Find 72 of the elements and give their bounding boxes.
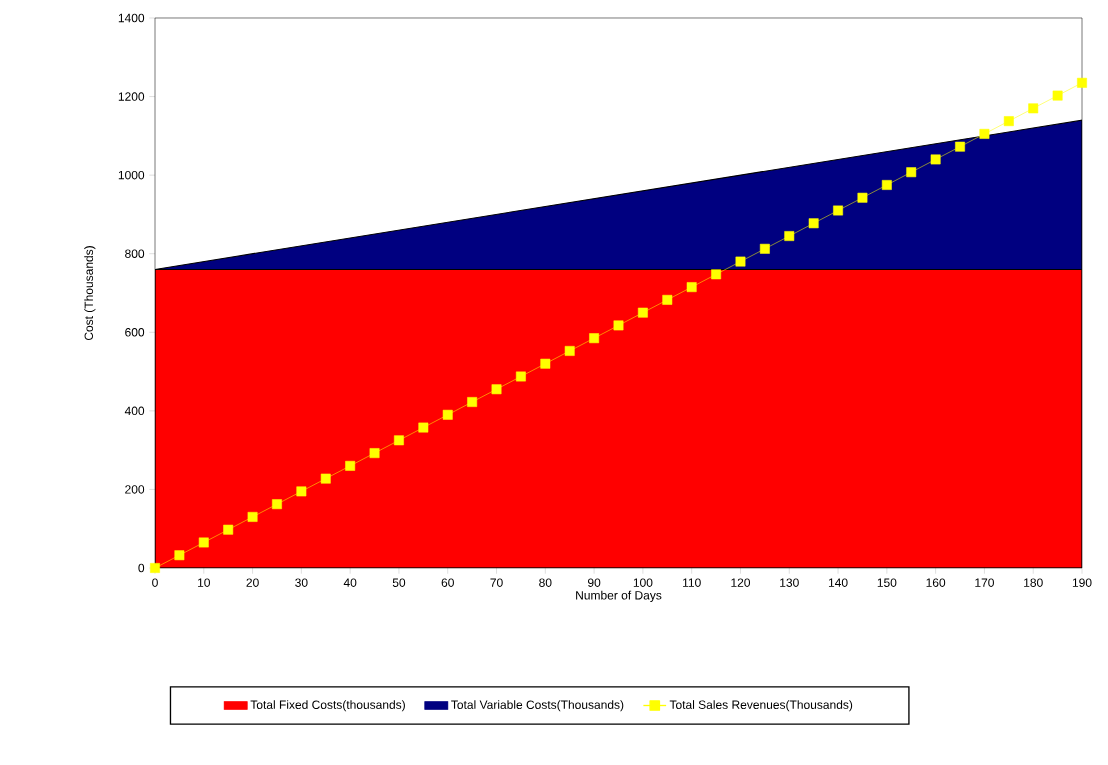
point (686, 282, 697, 293)
x-tick-label: 160 (926, 578, 946, 587)
x-tick-label: 110 (683, 578, 701, 587)
point (564, 346, 575, 356)
x-tick-label: 0 (152, 578, 158, 587)
point (1028, 103, 1039, 114)
point (735, 256, 746, 267)
point (491, 384, 502, 395)
point (369, 448, 380, 459)
x-tick-label: 190 (1072, 578, 1092, 587)
point (394, 435, 404, 446)
point (955, 141, 965, 152)
point (784, 231, 795, 241)
point (906, 167, 917, 178)
point (833, 205, 843, 216)
x-tick-label: 30 (295, 578, 308, 587)
legend-label: Total Variable Costs(Thousands) (451, 700, 624, 712)
y-tick-label: 1400 (118, 13, 145, 23)
point (637, 307, 648, 318)
x-tick-label: 60 (441, 578, 454, 587)
point (150, 563, 160, 573)
x-tick-label: 150 (877, 578, 897, 587)
point (881, 180, 892, 190)
point (345, 460, 356, 471)
point (247, 511, 258, 522)
x-tick-label: 130 (780, 578, 799, 587)
y-tick-label: 800 (125, 249, 145, 258)
x-tick-label: 170 (975, 578, 994, 587)
x-tick-label: 40 (343, 578, 357, 587)
y-tick-label: 400 (124, 406, 145, 416)
point (418, 422, 429, 433)
point (320, 473, 331, 484)
point (272, 499, 282, 510)
x-tick-label: 90 (588, 578, 601, 587)
point (979, 128, 990, 139)
point (540, 358, 551, 369)
point (589, 333, 600, 344)
point (442, 409, 453, 420)
y-tick-label: 0 (138, 563, 145, 573)
x-axis-title: Number of Days (576, 590, 662, 602)
point (613, 320, 624, 331)
point (930, 154, 941, 165)
y-tick-label: 200 (125, 485, 145, 494)
point (174, 550, 185, 561)
y-tick-label: 1200 (118, 92, 145, 101)
point (1003, 116, 1014, 127)
y-tick-label: 600 (125, 328, 145, 337)
point (515, 371, 526, 382)
point (857, 192, 868, 203)
point (296, 486, 307, 497)
x-tick-label: 80 (539, 578, 552, 587)
point (759, 243, 770, 254)
x-tick-label: 100 (633, 578, 653, 587)
x-tick-label: 20 (246, 578, 259, 587)
legend-label: Total Sales Revenues(Thousands) (669, 700, 853, 712)
x-tick-label: 70 (490, 578, 503, 587)
point (808, 218, 819, 229)
point (223, 524, 234, 535)
y-tick-label: 1000 (118, 170, 145, 180)
x-tick-label: 180 (1024, 578, 1043, 587)
point (711, 269, 722, 280)
x-tick-label: 10 (198, 578, 210, 587)
y-axis-title: Cost (Thousands) (84, 246, 96, 341)
x-tick-label: 120 (731, 578, 751, 587)
point (662, 294, 673, 305)
point (467, 397, 478, 407)
point (1077, 77, 1087, 88)
point (198, 537, 209, 548)
x-tick-label: 50 (392, 578, 406, 587)
legend-label: Total Fixed Costs(thousands) (250, 700, 405, 712)
x-tick-label: 140 (828, 578, 848, 587)
point (1052, 90, 1063, 101)
